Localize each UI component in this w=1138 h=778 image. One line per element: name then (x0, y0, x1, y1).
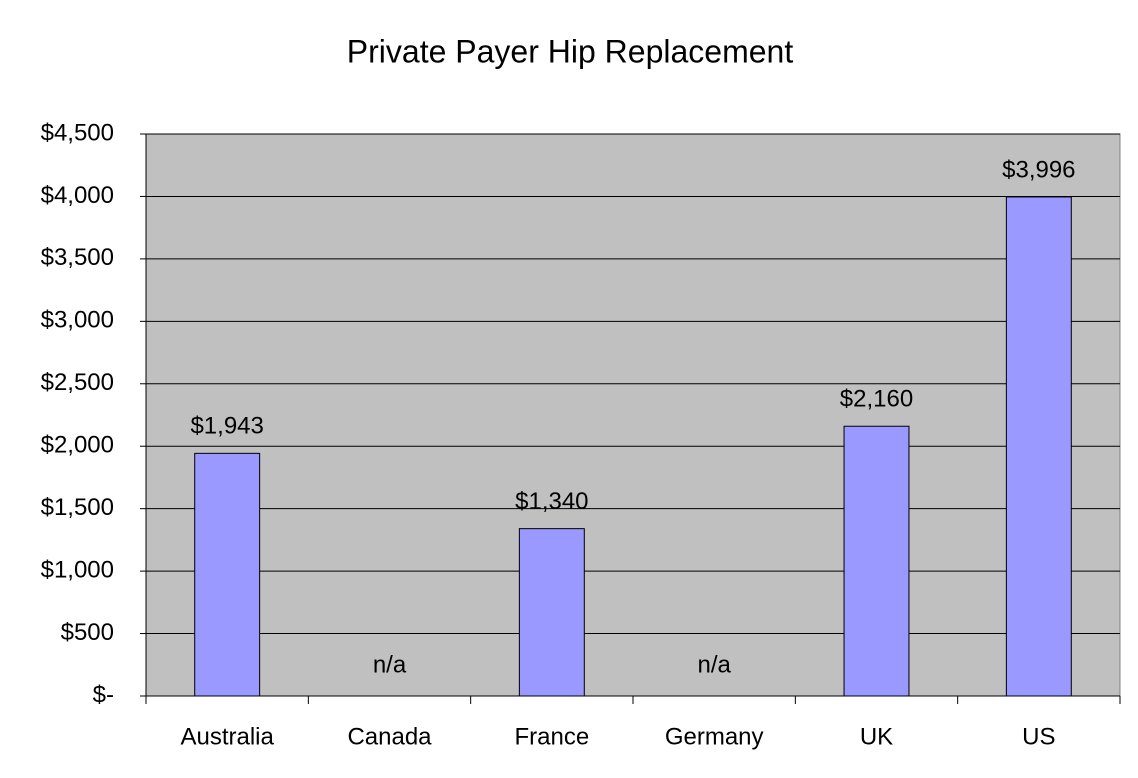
bar (1005, 196, 1072, 697)
y-tick-label: $- (93, 681, 114, 708)
chart-title: Private Payer Hip Replacement (347, 33, 794, 69)
x-tick-label: UK (860, 723, 893, 750)
y-tick-label: $1,000 (41, 556, 114, 583)
plot-area (145, 133, 1121, 697)
value-label: n/a (697, 651, 731, 678)
value-label: $1,340 (515, 488, 588, 515)
bar (194, 452, 261, 697)
y-tick-label: $3,500 (41, 244, 114, 271)
y-tick-label: $3,000 (41, 307, 114, 334)
x-tick-label: France (514, 723, 589, 750)
x-tick-label: Australia (180, 723, 274, 750)
x-tick-label: Germany (665, 723, 764, 750)
bar (518, 528, 585, 697)
y-tick-label: $1,500 (41, 494, 114, 521)
bar (843, 425, 910, 697)
x-tick-label: Canada (347, 723, 432, 750)
y-tick-label: $4,500 (41, 119, 114, 146)
x-tick-label: US (1022, 723, 1055, 750)
value-label: $3,996 (1002, 156, 1075, 183)
value-label: $2,160 (840, 386, 913, 413)
value-label: $1,943 (190, 413, 263, 440)
y-tick-label: $500 (61, 619, 114, 646)
y-tick-label: $2,500 (41, 369, 114, 396)
value-label: n/a (373, 651, 407, 678)
y-tick-label: $4,000 (41, 182, 114, 209)
y-tick-label: $2,000 (41, 432, 114, 459)
